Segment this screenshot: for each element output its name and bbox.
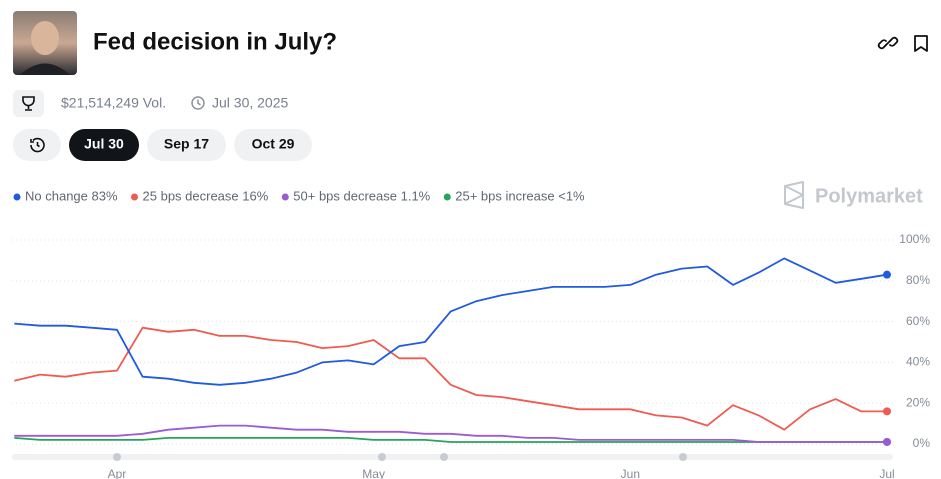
y-tick-label: 0% [913, 436, 931, 450]
tab[interactable] [147, 129, 226, 161]
series-end-dot [883, 407, 891, 416]
series-line [14, 257, 888, 386]
legend-label: No change 83% [25, 188, 118, 203]
series-end-dot [883, 270, 891, 279]
brand-name: Polymarket [815, 185, 923, 207]
market-image-suit [20, 63, 70, 75]
legend-dot [443, 193, 451, 201]
link-button[interactable] [877, 36, 899, 50]
y-tick-label: 60% [906, 314, 930, 328]
tab-label: Oct 29 [252, 136, 295, 152]
end-date: Jul 30, 2025 [212, 95, 288, 111]
x-tick-label: Apr [108, 467, 127, 479]
range-slider[interactable] [12, 454, 893, 460]
tab[interactable] [234, 129, 312, 161]
legend-label: 50+ bps decrease 1.1% [293, 188, 430, 203]
history-icon [30, 137, 45, 153]
legend-label: 25 bps decrease 16% [143, 188, 269, 203]
legend-label: 25+ bps increase <1% [455, 188, 585, 203]
y-tick-label: 20% [906, 395, 930, 409]
plot: 0% 20% 40% 60% 80% 100% Apr May Jun Jul [12, 232, 930, 479]
volume: $21,514,249 Vol. [61, 95, 166, 111]
y-tick-label: 40% [906, 355, 930, 369]
x-tick-label: May [362, 467, 385, 479]
clock-icon [191, 96, 205, 110]
legend-dot [281, 193, 289, 201]
market-image-face [31, 21, 59, 55]
trophy-icon [22, 96, 35, 111]
series-line [14, 437, 887, 443]
slider-stops [113, 453, 687, 461]
x-tick-label: Jun [621, 467, 640, 479]
tab-active[interactable] [69, 129, 139, 161]
tab-label: Jul 30 [84, 136, 124, 152]
series-line [14, 326, 887, 431]
trophy-badge [13, 90, 44, 117]
brand-logo [784, 181, 804, 209]
legend-dot [13, 193, 21, 201]
legend-dot [131, 193, 139, 201]
market-title: Fed decision in July? [93, 28, 337, 55]
x-tick-label: Jul [879, 467, 894, 479]
bookmark-button[interactable] [914, 35, 928, 52]
y-tick-label: 100% [899, 232, 930, 246]
series-line [14, 424, 887, 443]
legend: No change 83% 25 bps decrease 16% 50+ bps … [13, 188, 585, 203]
series-end-dot [883, 437, 891, 446]
y-tick-label: 80% [906, 273, 930, 287]
tab-label: Sep 17 [164, 136, 209, 152]
